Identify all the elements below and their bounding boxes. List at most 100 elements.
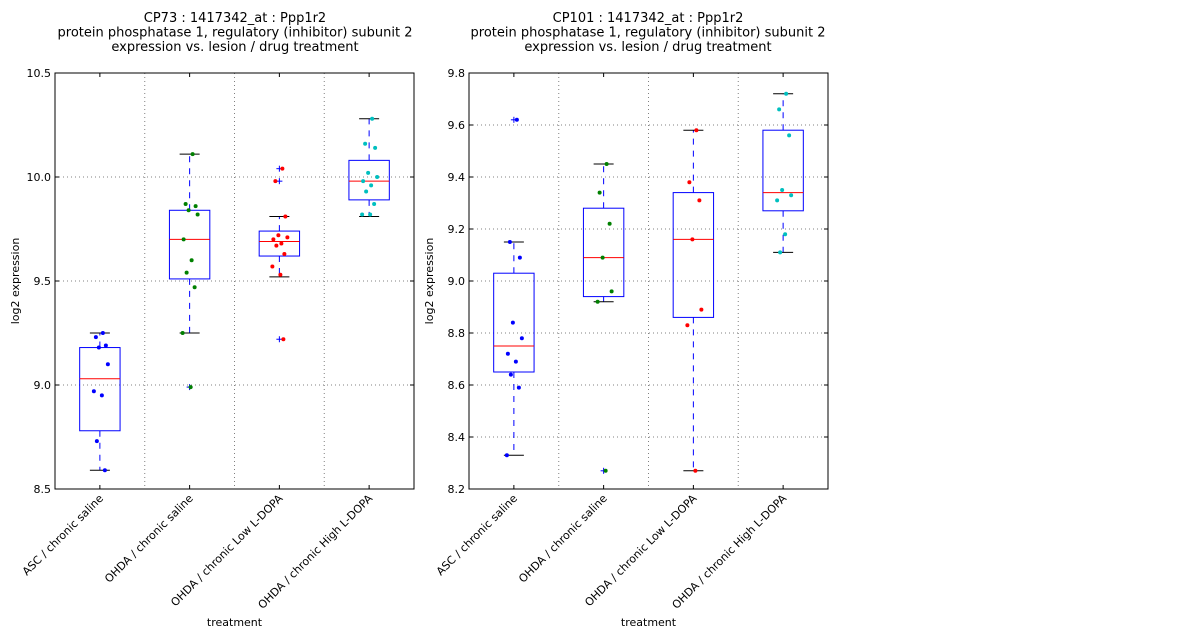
data-point bbox=[279, 241, 284, 246]
data-point bbox=[183, 202, 188, 207]
data-point bbox=[775, 198, 780, 203]
chart-title-line: expression vs. lesion / drug treatment bbox=[111, 40, 358, 55]
y-tick-label: 10.5 bbox=[27, 67, 52, 80]
data-point bbox=[93, 335, 98, 340]
data-point bbox=[514, 117, 519, 122]
y-tick-label: 9.0 bbox=[448, 275, 466, 288]
data-point bbox=[505, 351, 510, 356]
y-tick-label: 10.0 bbox=[27, 171, 52, 184]
y-tick-label: 9.4 bbox=[448, 171, 466, 184]
data-point bbox=[787, 133, 792, 138]
data-point bbox=[600, 255, 605, 260]
data-point bbox=[784, 91, 789, 96]
data-point bbox=[510, 320, 515, 325]
data-point bbox=[370, 116, 375, 121]
data-point bbox=[91, 389, 96, 394]
data-point bbox=[369, 183, 374, 188]
data-point bbox=[102, 468, 107, 473]
data-point bbox=[195, 212, 200, 217]
data-point bbox=[603, 468, 608, 473]
data-point bbox=[697, 198, 702, 203]
data-point bbox=[283, 214, 288, 219]
data-point bbox=[595, 299, 600, 304]
data-point bbox=[280, 166, 285, 171]
data-point bbox=[519, 336, 524, 341]
data-point bbox=[690, 237, 695, 242]
y-axis-label: log2 expression bbox=[9, 238, 22, 325]
iqr-box bbox=[348, 159, 390, 201]
data-point bbox=[789, 193, 794, 198]
x-tick-label: ASC / chronic saline bbox=[20, 492, 106, 578]
data-point bbox=[363, 141, 368, 146]
data-point bbox=[366, 170, 371, 175]
data-point bbox=[274, 243, 279, 248]
data-point bbox=[273, 179, 278, 184]
chart-title-line: CP101 : 1417342_at : Ppp1r2 bbox=[553, 11, 744, 26]
data-point bbox=[780, 188, 785, 192]
data-point bbox=[368, 212, 373, 217]
y-tick-label: 9.5 bbox=[34, 275, 52, 288]
data-point bbox=[607, 221, 612, 226]
chart-title-line: protein phosphatase 1, regulatory (inhib… bbox=[58, 26, 413, 41]
data-point bbox=[517, 255, 522, 260]
iqr-box bbox=[258, 230, 301, 257]
iqr-box bbox=[79, 347, 121, 432]
data-point bbox=[693, 468, 698, 473]
data-point bbox=[699, 307, 704, 312]
data-point bbox=[783, 232, 788, 237]
y-tick-label: 8.2 bbox=[448, 483, 466, 496]
data-point bbox=[516, 385, 521, 390]
data-point bbox=[604, 162, 609, 166]
data-point bbox=[687, 180, 692, 185]
iqr-box bbox=[762, 129, 804, 212]
data-point bbox=[193, 204, 198, 209]
iqr-box bbox=[493, 272, 535, 373]
data-point bbox=[685, 323, 690, 328]
chart-title-line: protein phosphatase 1, regulatory (inhib… bbox=[471, 26, 826, 41]
y-tick-label: 8.6 bbox=[448, 379, 466, 392]
data-point bbox=[188, 385, 193, 390]
data-point bbox=[282, 251, 287, 256]
data-point bbox=[184, 270, 189, 275]
data-point bbox=[778, 250, 783, 255]
data-point bbox=[361, 179, 366, 184]
iqr-box bbox=[168, 209, 211, 280]
data-point bbox=[504, 453, 509, 458]
data-point bbox=[360, 212, 365, 217]
data-point bbox=[99, 393, 104, 398]
data-point bbox=[186, 208, 191, 213]
y-tick-label: 9.6 bbox=[448, 119, 466, 132]
iqr-box bbox=[672, 192, 715, 318]
y-tick-label: 9.2 bbox=[448, 223, 466, 236]
chart-title-line: expression vs. lesion / drug treatment bbox=[524, 40, 771, 55]
data-point bbox=[94, 439, 99, 444]
data-point bbox=[276, 233, 281, 238]
data-point bbox=[372, 202, 377, 207]
data-point bbox=[508, 372, 513, 377]
y-tick-label: 8.5 bbox=[34, 483, 52, 496]
data-point bbox=[777, 107, 782, 112]
data-point bbox=[694, 128, 699, 133]
data-point bbox=[609, 289, 614, 294]
data-point bbox=[597, 190, 602, 195]
chart-title-line: CP73 : 1417342_at : Ppp1r2 bbox=[144, 11, 326, 26]
x-tick-label: ASC / chronic saline bbox=[434, 492, 520, 578]
data-point bbox=[96, 345, 101, 350]
data-point bbox=[513, 359, 518, 364]
data-point bbox=[285, 235, 290, 240]
y-tick-label: 8.4 bbox=[448, 431, 466, 444]
data-point bbox=[364, 189, 369, 194]
data-point bbox=[271, 237, 276, 242]
data-point bbox=[281, 337, 286, 342]
x-axis-label: treatment bbox=[207, 616, 263, 629]
data-point bbox=[181, 237, 186, 242]
data-point bbox=[373, 145, 378, 150]
data-point bbox=[278, 272, 283, 277]
iqr-box bbox=[582, 207, 625, 298]
data-point bbox=[190, 152, 195, 157]
data-point bbox=[270, 264, 275, 269]
data-point bbox=[100, 331, 105, 335]
y-tick-label: 8.8 bbox=[448, 327, 466, 340]
